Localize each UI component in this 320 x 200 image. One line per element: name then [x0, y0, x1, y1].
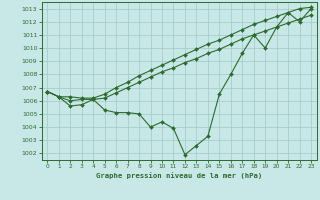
X-axis label: Graphe pression niveau de la mer (hPa): Graphe pression niveau de la mer (hPa)	[96, 172, 262, 179]
